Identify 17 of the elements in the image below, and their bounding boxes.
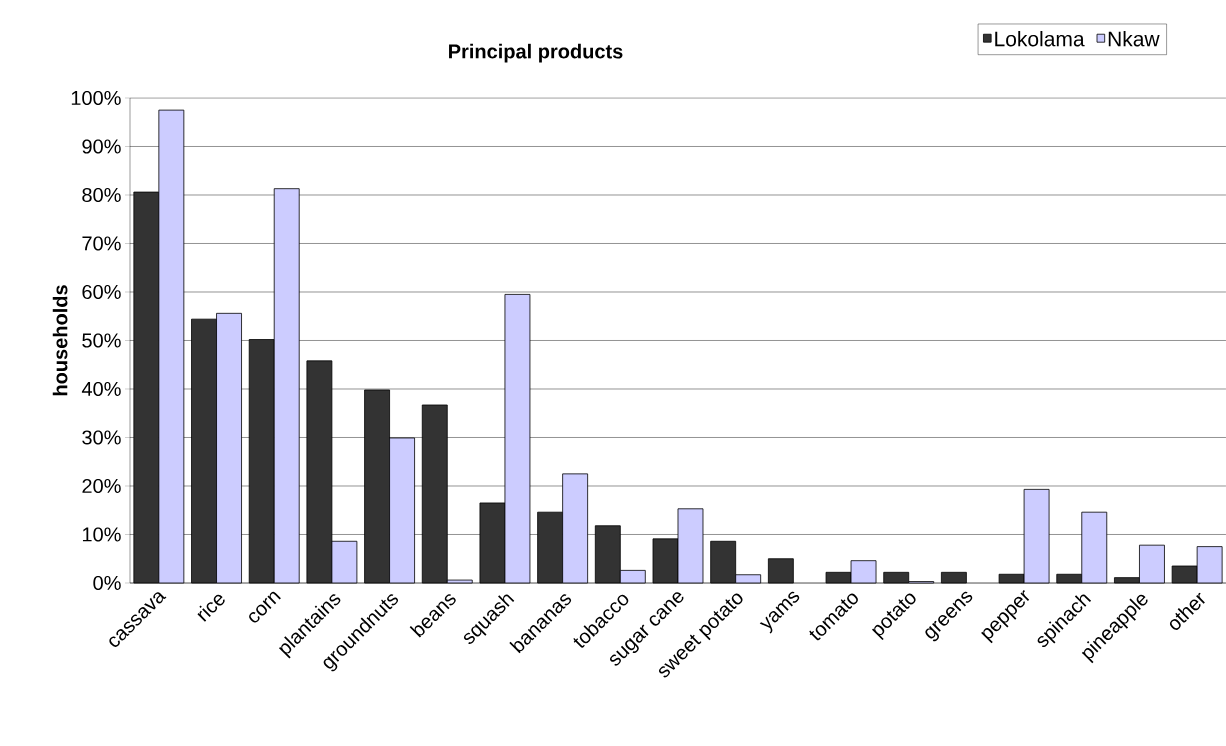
chart-title: Principal products xyxy=(449,43,623,63)
y-tick-label: 30% xyxy=(82,430,121,445)
y-tick-label: 70% xyxy=(82,236,121,251)
y-tick-label: 10% xyxy=(82,527,121,542)
legend-label: Nkaw xyxy=(1108,30,1160,47)
x-tick-label: corn xyxy=(249,591,281,623)
y-tick-label: 80% xyxy=(82,187,121,203)
y-tick-label: 20% xyxy=(82,478,121,494)
y-tick-label: 100% xyxy=(71,90,121,106)
y-tick-label: 50% xyxy=(82,333,121,348)
y-tick-label: 60% xyxy=(82,284,121,300)
y-tick-label: 0% xyxy=(93,575,121,591)
legend-label: Lokolama xyxy=(995,30,1085,47)
x-tick-label: rice xyxy=(197,594,225,622)
y-tick-label: 40% xyxy=(81,381,121,397)
y-tick-label: 90% xyxy=(82,139,121,154)
y-axis-title: households xyxy=(52,285,68,396)
